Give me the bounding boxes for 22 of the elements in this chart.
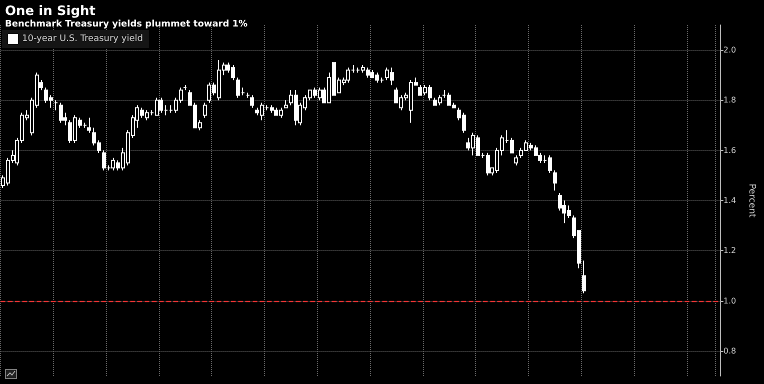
candlestick [514, 154, 518, 166]
candlestick [59, 102, 63, 124]
candlestick [553, 170, 557, 191]
y-tick-label: 2.0 [723, 46, 736, 55]
candlestick [246, 92, 250, 98]
candlestick [250, 94, 254, 108]
y-axis-title: Percent [746, 184, 756, 218]
y-tick-label: 1.8 [723, 96, 736, 105]
candlestick [87, 117, 91, 134]
candlestick [54, 100, 58, 111]
legend-label: 10-year U.S. Treasury yield [22, 34, 143, 44]
y-tick-label: 1.0 [723, 296, 736, 306]
candlestick [183, 84, 187, 91]
y-tick-label: 1.2 [723, 246, 736, 256]
candlestick [203, 102, 207, 118]
chart-subtitle: Benchmark Treasury yields plummet toward 1% [5, 20, 248, 30]
chart-title: One in Sight [5, 4, 96, 19]
y-tick-label: 0.8 [723, 346, 736, 356]
candlestick [284, 100, 288, 108]
candlestick [582, 260, 586, 294]
y-tick-label: 1.4 [723, 196, 736, 205]
y-tick-label: 1.6 [723, 146, 736, 155]
